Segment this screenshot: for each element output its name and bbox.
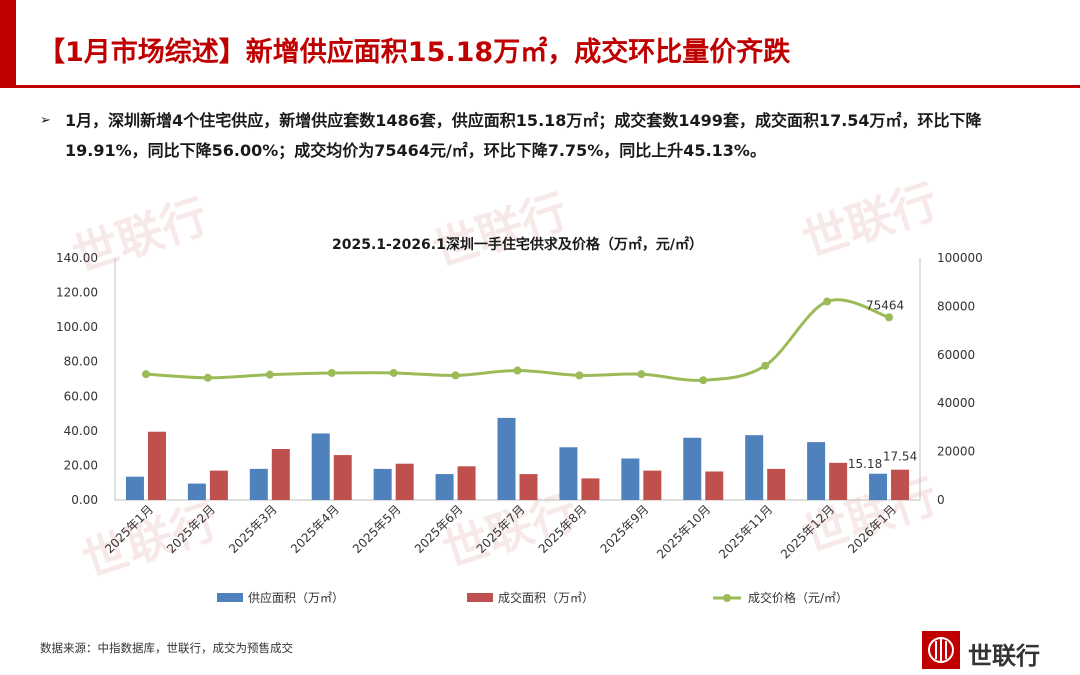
supply-area-bar <box>683 437 702 500</box>
title-divider <box>0 85 1080 88</box>
right-axis-tick-label: 0 <box>937 493 945 507</box>
transaction-area-bar <box>767 468 786 500</box>
x-axis-category-label: 2025年8月 <box>536 502 590 556</box>
x-axis-category-label: 2025年7月 <box>474 502 528 556</box>
price-point <box>141 370 150 379</box>
supply-area-bar <box>187 483 206 500</box>
legend-swatch <box>217 593 243 602</box>
right-axis-tick-label: 60000 <box>937 348 975 362</box>
x-axis-category-label: 2025年9月 <box>598 502 652 556</box>
transaction-area-bar <box>147 431 166 500</box>
supply-area-bar <box>435 474 454 500</box>
summary-text: 1月，深圳新增4个住宅供应，新增供应套数1486套，供应面积15.18万㎡；成交… <box>65 111 982 160</box>
price-point <box>265 370 274 379</box>
x-axis-category-label: 2025年11月 <box>716 502 775 561</box>
price-point <box>575 371 584 380</box>
price-data-label: 75464 <box>866 298 904 312</box>
right-axis-tick-label: 40000 <box>937 396 975 410</box>
x-axis-category-label: 2025年2月 <box>164 502 218 556</box>
supply-area-bar <box>311 433 330 500</box>
supply-area-bar <box>807 442 826 500</box>
transaction-area-bar <box>891 469 910 500</box>
page-title: 【1月市场综述】新增供应面积15.18万㎡，成交环比量价齐跌 <box>38 37 791 68</box>
supply-area-bar <box>745 435 764 500</box>
logo-mark-icon <box>922 631 960 669</box>
legend-label: 成交价格（元/㎡） <box>748 590 848 605</box>
legend-label: 成交面积（万㎡） <box>498 590 594 605</box>
supply-area-bar <box>497 417 516 500</box>
summary-paragraph: ➢ 1月，深圳新增4个住宅供应，新增供应套数1486套，供应面积15.18万㎡；… <box>40 106 1040 166</box>
supply-area-bar <box>559 447 578 500</box>
x-axis-category-label: 2025年10月 <box>654 502 713 561</box>
legend-label: 供应面积（万㎡） <box>248 590 344 605</box>
transaction-data-label: 17.54 <box>883 450 917 464</box>
supply-area-bar <box>249 468 268 500</box>
right-axis-tick-label: 20000 <box>937 445 975 459</box>
company-logo: 世联行 <box>922 631 1062 671</box>
chart-title: 2025.1-2026.1深圳一手住宅供求及价格（万㎡，元/㎡） <box>332 236 703 253</box>
data-source-note: 数据来源：中指数据库，世联行，成交为预售成交 <box>40 641 293 655</box>
transaction-area-bar <box>519 474 538 500</box>
left-axis-tick-label: 0.00 <box>71 493 98 507</box>
transaction-area-bar <box>643 470 662 500</box>
legend-marker <box>723 594 731 602</box>
supply-area-bar <box>373 468 392 500</box>
left-axis-tick-label: 140.00 <box>56 251 98 265</box>
logo-name: 世联行 <box>968 642 1040 670</box>
left-axis-tick-label: 120.00 <box>56 286 98 300</box>
price-point <box>761 361 770 370</box>
transaction-area-bar <box>333 455 352 500</box>
x-axis-category-label: 2026年1月 <box>845 502 899 556</box>
transaction-area-bar <box>271 449 290 500</box>
title-accent-bar <box>0 0 16 85</box>
x-axis-category-label: 2025年3月 <box>226 502 280 556</box>
x-axis-category-label: 2025年6月 <box>412 502 466 556</box>
transaction-area-bar <box>829 462 848 500</box>
supply-area-bar <box>621 458 640 500</box>
price-point <box>885 313 894 322</box>
supply-data-label: 15.18 <box>848 457 882 471</box>
supply-demand-price-chart: 2025.1-2026.1深圳一手住宅供求及价格（万㎡，元/㎡） 0.00 20.0… <box>56 236 983 605</box>
x-axis-category-label: 2025年5月 <box>350 502 404 556</box>
supply-area-bar <box>125 476 144 500</box>
bullet-arrow-icon: ➢ <box>40 113 51 128</box>
supply-area-bar <box>869 473 888 500</box>
transaction-area-bar <box>457 466 476 500</box>
x-axis-category-label: 2025年12月 <box>778 502 837 561</box>
right-axis-tick-label: 100000 <box>937 251 983 265</box>
left-axis-tick-label: 40.00 <box>64 424 98 438</box>
price-point <box>637 370 646 379</box>
transaction-area-bar <box>705 471 724 500</box>
left-axis-tick-label: 20.00 <box>64 458 98 472</box>
legend-swatch <box>467 593 493 602</box>
right-axis-tick-label: 80000 <box>937 299 975 313</box>
price-point <box>699 376 708 385</box>
left-axis-tick-label: 100.00 <box>56 320 98 334</box>
transaction-area-bar <box>395 463 414 500</box>
x-axis-category-label: 2025年1月 <box>102 502 156 556</box>
price-point <box>513 366 522 375</box>
price-point <box>823 297 832 306</box>
left-axis-tick-label: 80.00 <box>64 355 98 369</box>
left-axis-tick-label: 60.00 <box>64 389 98 403</box>
price-point <box>389 368 398 377</box>
price-point <box>451 371 460 380</box>
transaction-area-bar <box>209 470 228 500</box>
transaction-area-bar <box>581 478 600 500</box>
x-axis-category-label: 2025年4月 <box>288 502 342 556</box>
price-point <box>203 373 212 382</box>
price-point <box>327 368 336 377</box>
